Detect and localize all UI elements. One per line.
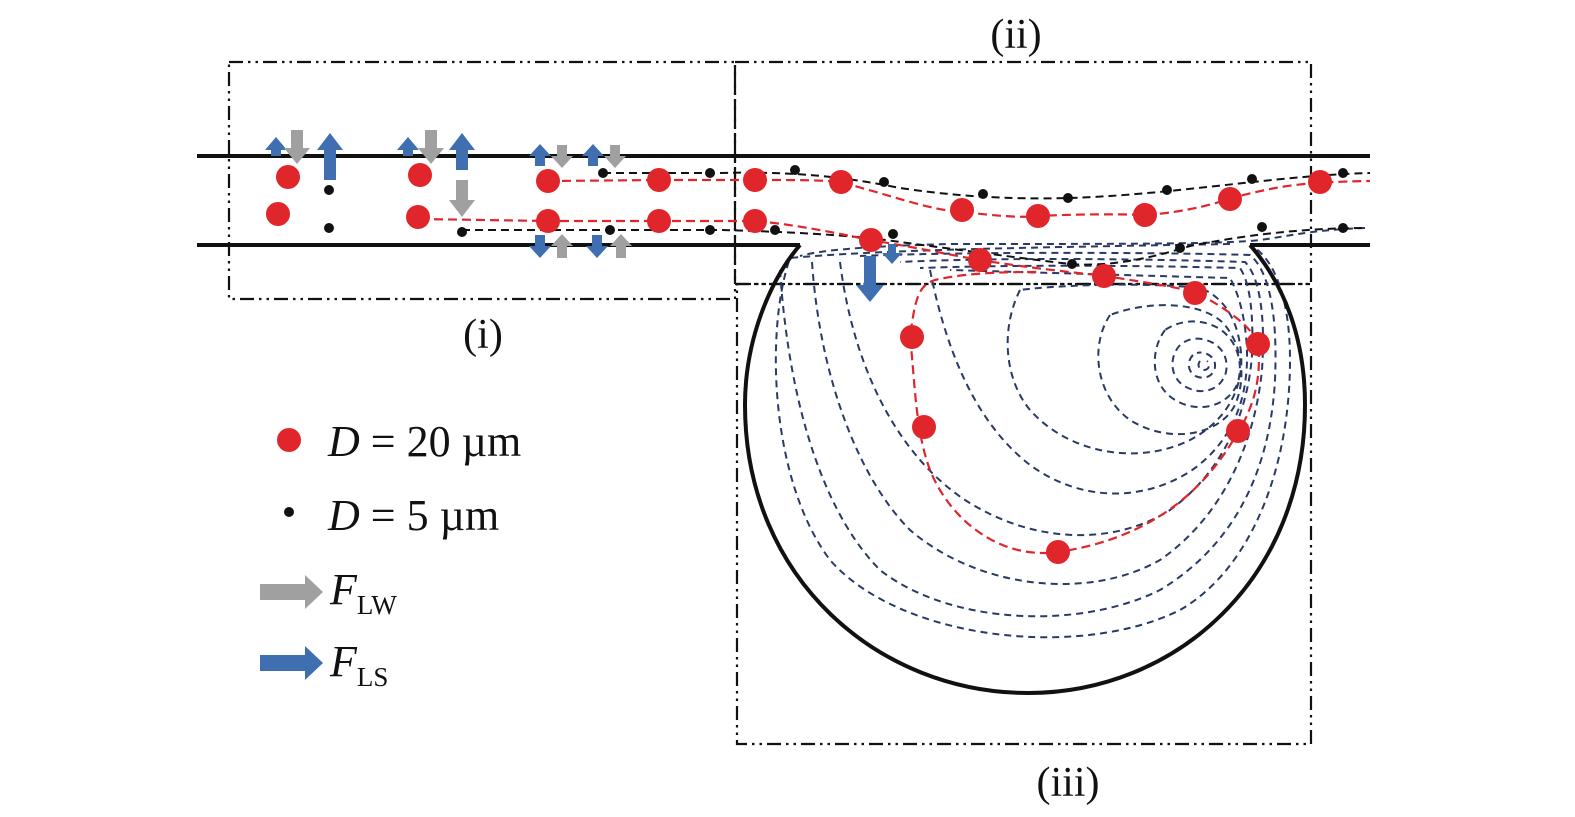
blue-arrow-icon — [586, 235, 608, 258]
small-particle — [1175, 243, 1185, 253]
small-particle — [1338, 223, 1348, 233]
streamline — [1153, 320, 1241, 409]
large-particle — [406, 205, 430, 229]
streamline — [799, 227, 1366, 257]
small-particle — [605, 225, 615, 235]
small-trajectory-lower — [462, 227, 1366, 266]
large-particles — [266, 163, 1332, 564]
gray-arrow-icon — [604, 145, 626, 168]
large-particle — [1183, 281, 1207, 305]
large-particle — [900, 325, 924, 349]
blue-arrow-icon — [582, 144, 604, 166]
small-particle — [978, 189, 988, 199]
blue-arrow-icon — [449, 133, 475, 170]
blue-arrow-icon — [265, 137, 287, 156]
gray-arrow-icon — [418, 130, 444, 164]
streamline — [839, 261, 1254, 537]
large-particle — [1308, 170, 1332, 194]
blue-arrow-icon — [856, 256, 884, 302]
small-particle — [705, 168, 715, 178]
large-particle — [743, 168, 767, 192]
streamline — [774, 243, 1292, 639]
force-arrows — [265, 130, 902, 302]
gray-arrow-icon — [610, 234, 632, 258]
large-particle — [536, 209, 560, 233]
small-particle — [1162, 185, 1172, 195]
large-particle — [276, 165, 300, 189]
small-particle — [457, 227, 467, 237]
small-particle — [598, 168, 608, 178]
large-particle — [950, 198, 974, 222]
large-particle — [408, 163, 432, 187]
streamline — [1097, 304, 1243, 436]
large-particle — [647, 168, 671, 192]
small-particle — [888, 229, 898, 239]
blue-arrow-icon — [529, 144, 551, 166]
small-particle — [879, 177, 889, 187]
small-particle — [770, 225, 780, 235]
large-trajectory-lower — [419, 217, 1260, 555]
small-particle — [1067, 259, 1077, 269]
blue-arrow-icon — [529, 235, 551, 258]
gray-arrow-icon — [551, 234, 573, 258]
large-particle — [743, 209, 767, 233]
small-particle — [790, 165, 800, 175]
channel-geometry — [197, 154, 1370, 696]
legend-shear-force: FLS — [329, 637, 388, 692]
blue-arrow-icon — [397, 137, 419, 156]
panel-label-ii: (ii) — [990, 12, 1041, 58]
streamline — [1197, 360, 1211, 372]
streamline — [1187, 351, 1217, 379]
large-particle — [968, 248, 992, 272]
small-particle — [324, 223, 334, 233]
legend-wall-force: FLW — [329, 565, 397, 620]
blue-arrow-icon — [882, 244, 902, 264]
red-dot-icon — [277, 428, 301, 452]
gray-arrow-icon — [551, 145, 573, 168]
large-particle — [1246, 332, 1270, 356]
small-particle — [1247, 174, 1257, 184]
large-particle — [266, 202, 290, 226]
large-particle — [647, 209, 671, 233]
streamline — [811, 258, 1265, 585]
legend-large-particle: D = 20 µm — [327, 417, 521, 466]
panel-label-iii: (iii) — [1037, 760, 1100, 806]
streamline — [1171, 337, 1228, 393]
large-particle — [1046, 540, 1070, 564]
large-particle — [1226, 419, 1250, 443]
region-box-iii — [735, 282, 1313, 746]
large-particle — [859, 228, 883, 252]
cavity-wall — [742, 243, 1308, 696]
small-particle — [1063, 193, 1073, 203]
black-dot-icon — [284, 507, 294, 517]
gray-arrow-icon — [284, 130, 310, 164]
small-particle — [705, 225, 715, 235]
region-boxes — [227, 60, 1313, 746]
small-particle — [1257, 222, 1267, 232]
panel-label-i: (i) — [463, 312, 503, 358]
small-particles — [324, 165, 1348, 269]
blue-arrow-icon — [260, 646, 323, 680]
region-box-ii — [733, 60, 1313, 286]
blue-arrow-icon — [317, 133, 343, 180]
large-particle — [1218, 187, 1242, 211]
large-particle — [829, 170, 853, 194]
small-particle — [1338, 168, 1348, 178]
gray-arrow-icon — [260, 575, 323, 609]
large-particle — [1133, 203, 1157, 227]
large-particle — [1026, 204, 1050, 228]
legend-small-particle: D = 5 µm — [327, 491, 499, 540]
small-particle — [324, 185, 334, 195]
streamline — [779, 251, 1277, 618]
large-particle — [536, 169, 560, 193]
large-particle — [1092, 264, 1116, 288]
large-particle — [912, 415, 936, 439]
legend: D = 20 µm D = 5 µm FLW FLS — [260, 417, 521, 692]
gray-arrow-icon — [449, 180, 475, 217]
